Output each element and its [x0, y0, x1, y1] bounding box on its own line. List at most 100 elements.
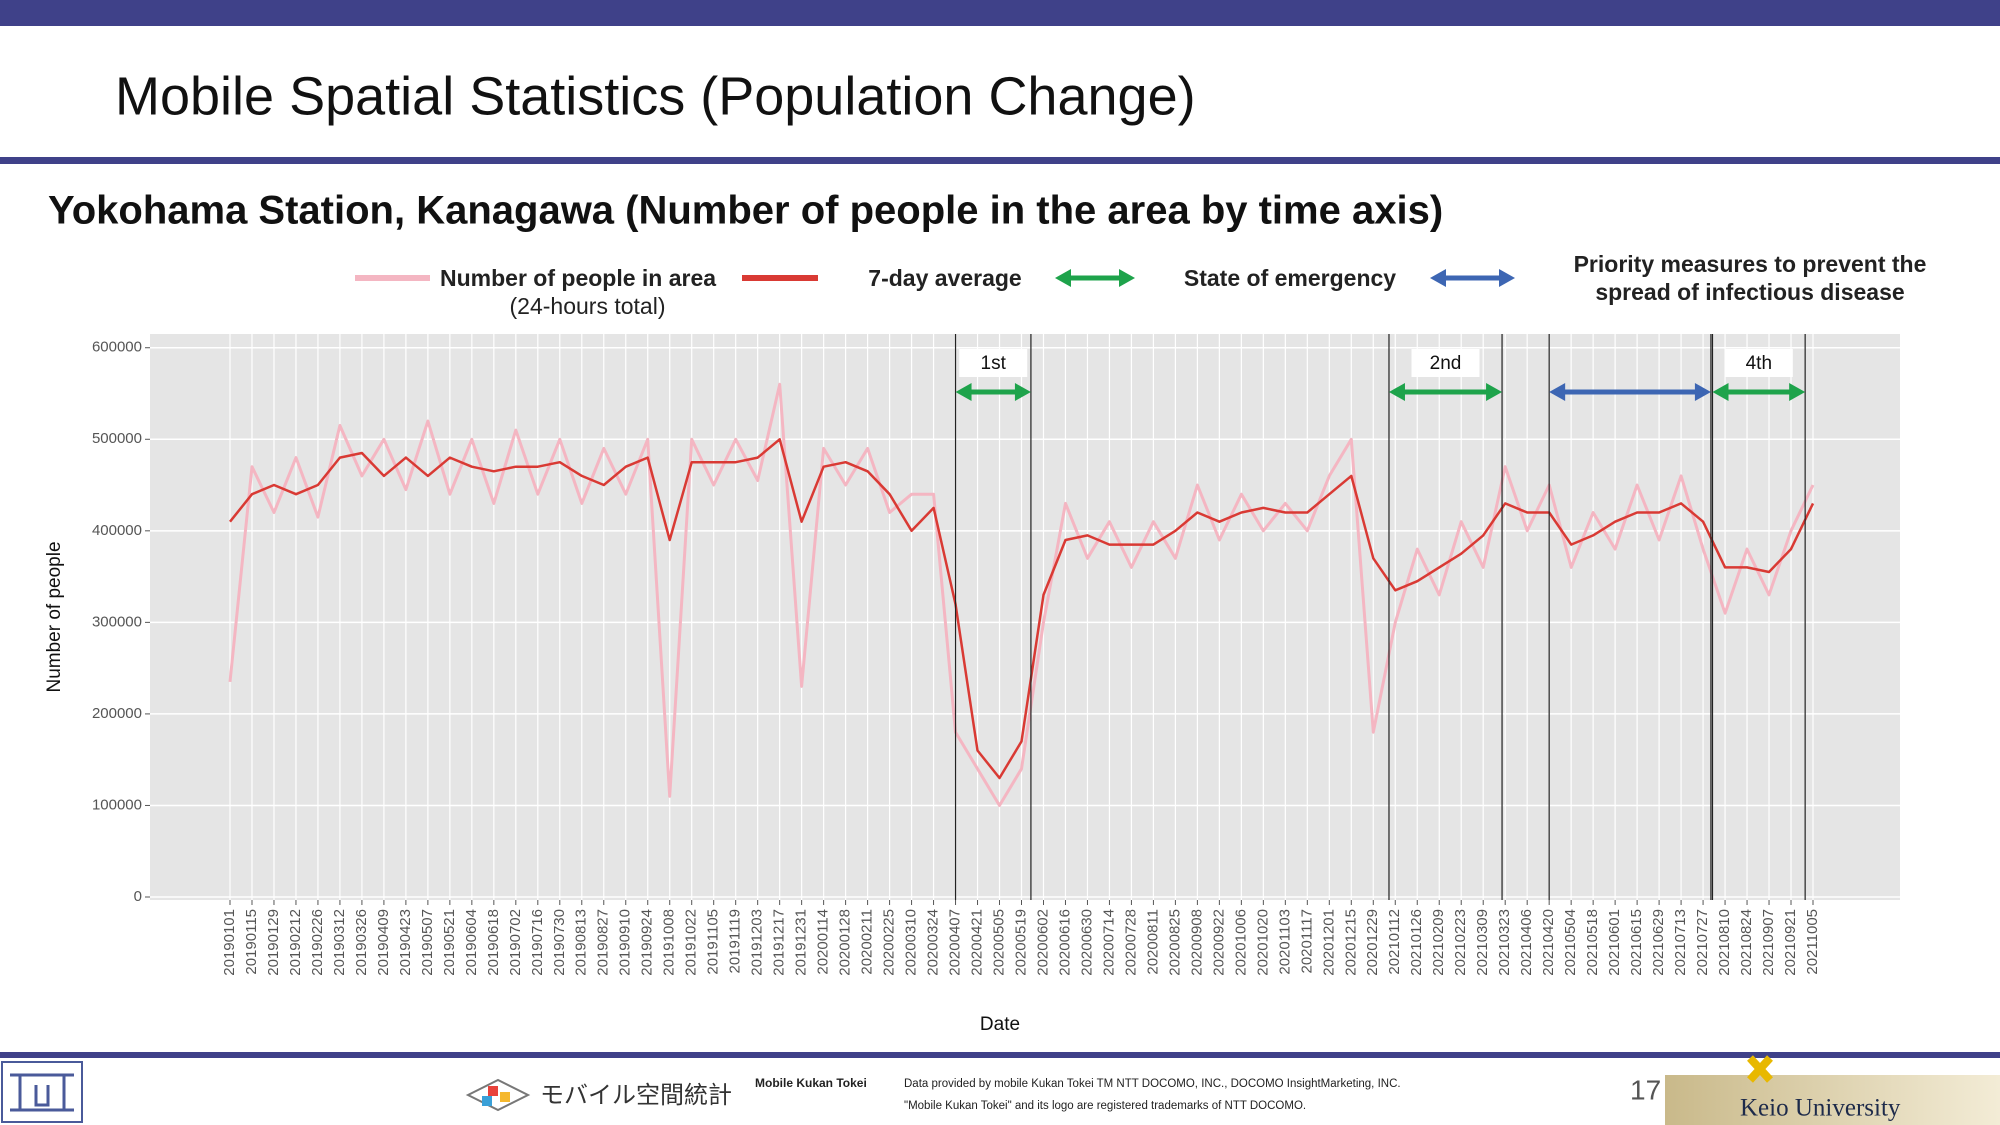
y-tick-label: 600000: [92, 339, 142, 356]
period-arrow-head: [1712, 383, 1729, 401]
period-arrow-head: [1014, 383, 1031, 401]
legend-label: 7-day average: [868, 265, 1022, 291]
x-tick-label: 20190618: [485, 909, 502, 976]
x-tick-label: 20191008: [661, 909, 678, 976]
y-tick-label: 300000: [92, 613, 142, 630]
period-label: 2nd: [1430, 353, 1462, 374]
x-tick-label: 20200407: [947, 909, 964, 976]
period-arrow-head: [1486, 383, 1503, 401]
x-tick-label: 20200225: [881, 909, 898, 976]
x-tick-label: 20191105: [705, 909, 722, 975]
x-tick-label: 20190716: [529, 909, 546, 976]
legend-arrow-part: [1499, 269, 1515, 287]
x-tick-label: 20200519: [1012, 909, 1029, 976]
x-tick-label: 20200922: [1210, 909, 1227, 976]
brand-jp: モバイル空間統計: [540, 1081, 732, 1109]
x-tick-label: 20200825: [1166, 909, 1183, 976]
x-tick-label: 20200811: [1144, 909, 1161, 975]
x-axis-label: Date: [980, 1014, 1020, 1035]
x-tick-label: 20201117: [1298, 909, 1315, 974]
x-tick-label: 20201020: [1254, 909, 1271, 976]
y-tick-label: 500000: [92, 430, 142, 447]
x-tick-label: 20190521: [441, 909, 458, 976]
period-arrow-head: [1789, 383, 1806, 401]
x-tick-label: 20200908: [1188, 909, 1205, 976]
x-tick-label: 20191231: [793, 909, 810, 976]
y-axis-label: Number of people: [44, 541, 65, 692]
x-tick-label: 20191217: [771, 909, 788, 976]
legend-label: State of emergency: [1183, 265, 1397, 291]
top-bar: [0, 0, 2000, 26]
y-tick-label: 200000: [92, 705, 142, 722]
university: Keio University: [1740, 1095, 1901, 1122]
slide-title: Mobile Spatial Statistics (Population Ch…: [115, 66, 1196, 126]
x-tick-label: 20200114: [815, 909, 832, 975]
x-tick-label: 20210907: [1760, 909, 1777, 976]
period-label: 4th: [1746, 353, 1772, 374]
x-tick-label: 20190226: [309, 909, 326, 976]
period-label: 1st: [981, 353, 1007, 374]
period-label-box: [959, 349, 1028, 377]
legend-arrow: [1055, 269, 1135, 287]
x-tick-label: 20200602: [1034, 909, 1051, 976]
chart-title: Yokohama Station, Kanagawa (Number of pe…: [48, 189, 1443, 233]
x-tick-label: 20210209: [1430, 909, 1447, 976]
x-tick-label: 20200128: [837, 909, 854, 976]
x-tick-label: 20210713: [1672, 909, 1689, 976]
period-label-box: [1411, 349, 1480, 377]
x-tick-label: 20210824: [1738, 909, 1755, 976]
x-tick-label: 20201201: [1320, 909, 1337, 976]
x-tick-label: 20210406: [1518, 909, 1535, 976]
legend-arrow: [1430, 269, 1515, 287]
x-tick-label: 20190423: [397, 909, 414, 976]
x-tick-label: 20210112: [1386, 909, 1403, 975]
footer-rule: [0, 1052, 2000, 1058]
period-arrow-head: [1694, 383, 1711, 401]
x-tick-label: 20210629: [1650, 909, 1667, 976]
legend-label: Number of people in area (24-hours total): [440, 264, 735, 320]
period-arrow-head: [1388, 383, 1405, 401]
x-tick-label: 20190910: [617, 909, 634, 976]
x-tick-label: 20190409: [375, 909, 392, 976]
x-tick-label: 20190730: [551, 909, 568, 976]
legend-arrow-part: [1430, 269, 1446, 287]
x-tick-label: 20210504: [1562, 909, 1579, 976]
x-tick-label: 20190212: [287, 909, 304, 976]
x-tick-label: 20190115: [243, 909, 260, 975]
x-tick-label: 20190827: [595, 909, 612, 976]
x-tick-label: 20191203: [749, 909, 766, 976]
x-tick-label: 20190312: [331, 909, 348, 976]
x-tick-label: 20210727: [1694, 909, 1711, 976]
title-rule: [0, 157, 2000, 164]
brand-en: Mobile Kukan Tokei: [755, 1076, 867, 1090]
x-tick-label: 20210223: [1452, 909, 1469, 976]
x-tick-label: 20210309: [1474, 909, 1491, 976]
x-tick-label: 20210518: [1584, 909, 1601, 976]
docomo-logo: [465, 1078, 531, 1112]
x-tick-label: 20210615: [1628, 909, 1645, 976]
x-tick-label: 20190702: [507, 909, 524, 976]
x-tick-label: 20200310: [903, 909, 920, 976]
x-tick-label: 20200505: [990, 909, 1007, 976]
x-tick-label: 20201103: [1276, 909, 1293, 975]
plot: 0 100000 200000 300000 400000 500000 600000 201…: [92, 334, 1900, 976]
period-label-box: [1724, 349, 1793, 377]
x-tick-label: 20190326: [353, 909, 370, 976]
page-number: 17: [1630, 1074, 1661, 1105]
x-tick-label: 20190129: [265, 909, 282, 976]
x-tick-label: 20210420: [1540, 909, 1557, 976]
x-tick-label: 20200714: [1100, 909, 1117, 976]
x-tick-label: 20210323: [1496, 909, 1513, 976]
x-tick-label: 20210126: [1408, 909, 1425, 976]
legend-text: (24-hours total): [509, 293, 666, 319]
x-tick-label: 20190813: [573, 909, 590, 976]
x-tick-label: 20210921: [1782, 909, 1799, 976]
x-tick-label: 20200324: [925, 909, 942, 976]
legend-text: Number of people in area: [440, 265, 717, 291]
x-tick-label: 20200211: [859, 909, 876, 975]
credit: Data provided by mobile Kukan Tokei TM N…: [904, 1078, 1401, 1090]
x-tick-label: 20190604: [463, 909, 480, 976]
x-tick-label: 20201006: [1232, 909, 1249, 976]
